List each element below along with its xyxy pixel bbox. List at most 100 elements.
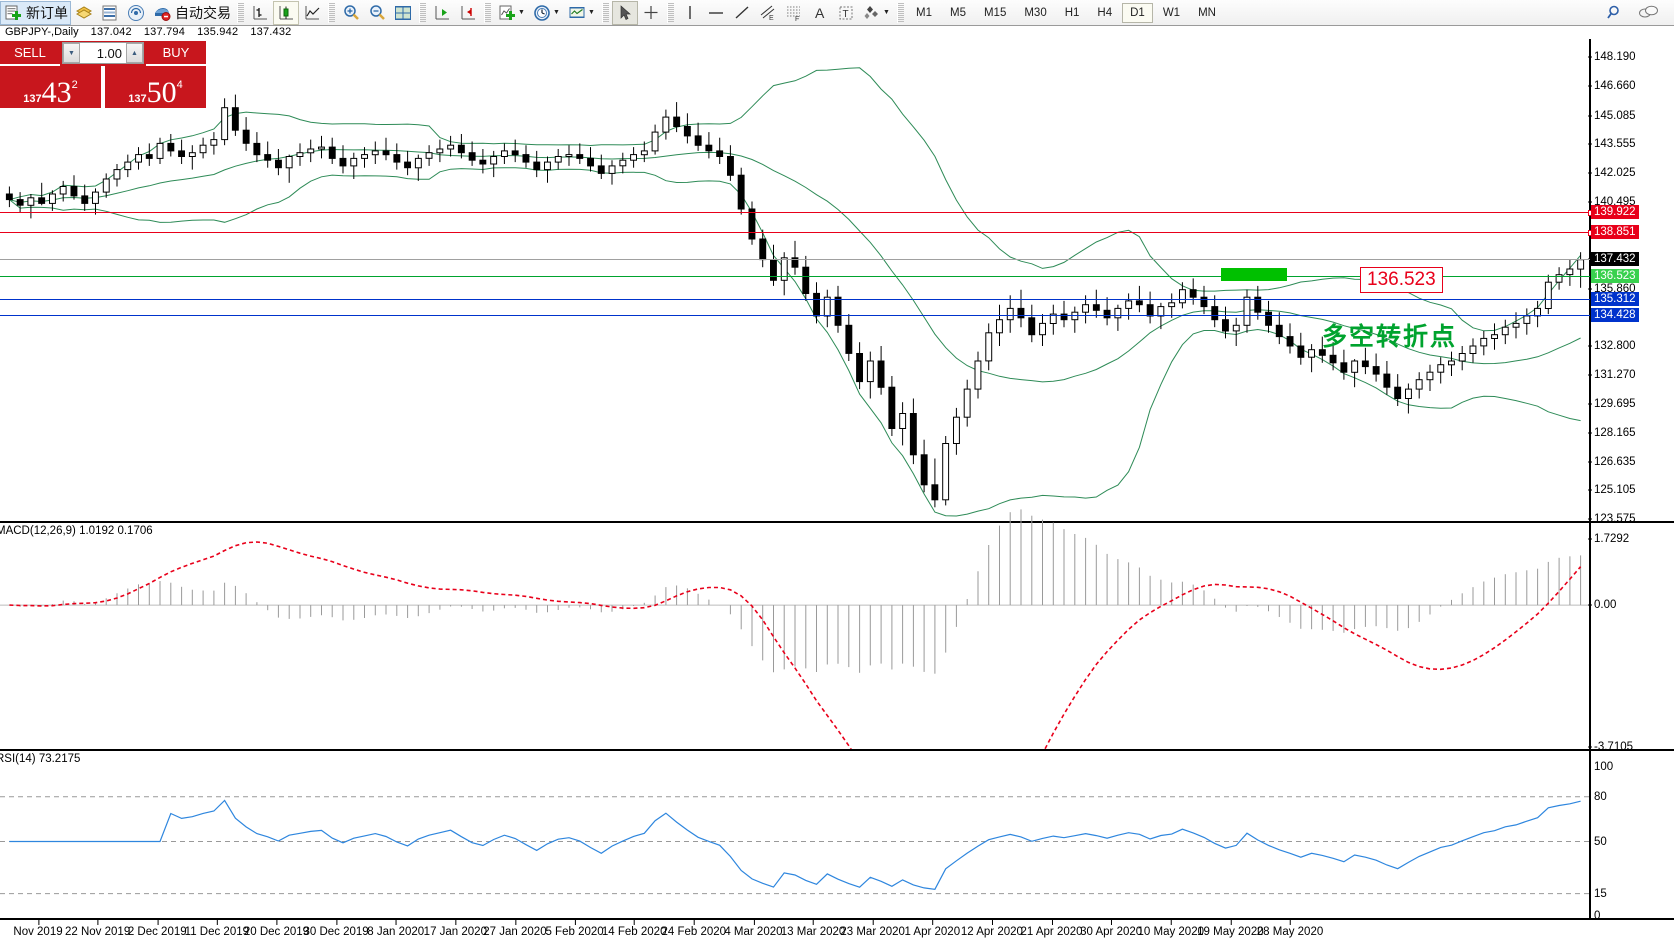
signals-icon [126, 3, 146, 23]
volume-increase-button[interactable]: ▲ [126, 43, 143, 63]
toolbar-separator [237, 2, 244, 23]
volume-stepper[interactable]: ▼ 1.00 ▲ [62, 42, 144, 64]
tile-windows-button[interactable] [390, 1, 416, 25]
symbol-header: GBPJPY-,Daily 137.042 137.794 135.942 13… [0, 26, 1674, 39]
equidistant-channel-tool[interactable]: E [755, 1, 781, 25]
price-scale[interactable]: 148.190 146.660 145.085 143.555 142.025 140.4… [1588, 39, 1674, 525]
trendline-tool[interactable] [729, 1, 755, 25]
macd-scale[interactable]: 1.7292 0.00 -3.7105 [1588, 523, 1674, 753]
hline-135.312[interactable] [0, 298, 1590, 300]
hline-138.851[interactable] [0, 230, 1594, 237]
price-label-136.523: 136.523 [1591, 269, 1639, 284]
periodicity-button[interactable]: ▼ [529, 1, 564, 25]
volume-decrease-button[interactable]: ▼ [63, 43, 80, 63]
market-watch-button[interactable] [97, 1, 123, 25]
timeframe-m30[interactable]: M30 [1024, 6, 1047, 19]
line-chart-button[interactable] [299, 1, 325, 25]
candlestick-chart-button[interactable] [273, 0, 299, 25]
chart-shift-button[interactable] [455, 1, 481, 25]
date-tick: 28 May 2020 [1257, 919, 1323, 938]
svg-text:E: E [769, 15, 774, 22]
zoom-out-button[interactable] [364, 1, 390, 25]
green-highlight-zone [1221, 268, 1287, 281]
price-tick: 140.495 [1588, 196, 1636, 208]
macd-label: MACD(12,26,9) 1.0192 0.1706 [0, 525, 153, 537]
timeframe-m15[interactable]: M15 [983, 6, 1007, 19]
toolbar-separator [897, 2, 904, 23]
date-tick: 4 Mar 2020 [724, 919, 783, 938]
new-order-label: 新订单 [26, 5, 68, 22]
bar-chart-button[interactable] [247, 1, 273, 25]
search-button[interactable] [1602, 1, 1628, 25]
price-tick: 142.025 [1588, 167, 1636, 179]
chart-area[interactable]: 148.190 146.660 145.085 143.555 142.025 140.4… [0, 39, 1674, 944]
text-label-tool[interactable]: T [833, 1, 859, 25]
date-tick: 24 Feb 2020 [662, 919, 726, 938]
rsi-scale[interactable]: 100 80 50 15 0 [1590, 751, 1674, 922]
new-order-button[interactable]: 新订单 [0, 0, 71, 25]
zoom-in-button[interactable] [338, 1, 364, 25]
rsi-pane[interactable]: RSI(14) 73.2175 100 80 50 15 0 [0, 751, 1674, 922]
timeframe-d1[interactable]: D1 [1122, 2, 1153, 23]
equidistant-channel-icon: E [758, 3, 778, 23]
hline-139.922[interactable] [0, 210, 1594, 217]
chevron-down-icon[interactable]: ▼ [883, 9, 890, 16]
chat-button[interactable] [1634, 1, 1660, 25]
hline-136.523[interactable] [0, 276, 1590, 278]
vertical-line-tool[interactable] [677, 1, 703, 25]
hline-137.432[interactable] [0, 259, 1590, 261]
pane-divider-1 [0, 521, 1674, 523]
chevron-down-icon[interactable]: ▼ [588, 9, 595, 16]
buy-price-display[interactable]: 137 50 4 [105, 66, 206, 108]
toolbar-separator [667, 2, 674, 23]
candlestick-chart-icon [276, 3, 296, 23]
chevron-down-icon[interactable]: ▼ [518, 9, 525, 16]
timeframe-mn[interactable]: MN [1198, 6, 1216, 19]
chevron-down-icon[interactable]: ▼ [553, 9, 560, 16]
horizontal-line-icon [706, 3, 726, 23]
templates-button[interactable]: ▼ [564, 1, 599, 25]
ohlc-open: 137.042 [90, 26, 132, 38]
price-label-135.312: 135.312 [1591, 291, 1639, 306]
pending-order-button[interactable] [71, 1, 97, 25]
signals-button[interactable] [123, 1, 149, 25]
zoom-in-icon [341, 3, 361, 23]
macd-pane[interactable]: MACD(12,26,9) 1.0192 0.1706 1.7292 0.00 -3… [0, 509, 1674, 891]
auto-scroll-button[interactable] [429, 1, 455, 25]
cursor-icon [615, 3, 635, 23]
arrows-tool[interactable]: ▼ [859, 1, 894, 25]
timeframe-w1[interactable]: W1 [1162, 6, 1181, 19]
date-tick: 19 May 2020 [1197, 919, 1264, 938]
price-tick: 135.860 [1588, 283, 1636, 295]
one-click-trading-panel[interactable]: SELL ▼ 1.00 ▲ BUY 137 43 2 137 50 4 [0, 41, 206, 108]
buy-button[interactable]: BUY [146, 41, 206, 66]
text-tool[interactable]: A [807, 1, 833, 25]
sell-price-prefix: 137 [23, 93, 42, 105]
date-tick: 30 Dec 2019 [303, 919, 369, 938]
fibonacci-tool[interactable]: F [781, 1, 807, 25]
price-tag-136523[interactable]: 136.523 [1360, 267, 1443, 293]
rsi-plot [0, 796, 1590, 895]
sell-price-display[interactable]: 137 43 2 [0, 66, 101, 108]
cursor-tool[interactable] [612, 0, 638, 25]
indicators-button[interactable]: ▼ [494, 1, 529, 25]
horizontal-line-tool[interactable] [703, 1, 729, 25]
timeframe-h4[interactable]: H4 [1097, 6, 1113, 19]
sell-button[interactable]: SELL [0, 41, 60, 66]
hline-134.428[interactable] [0, 315, 1590, 317]
svg-text:F: F [795, 16, 799, 23]
date-scale[interactable]: Nov 2019 22 Nov 2019 2 Dec 2019 11 Dec 2019… [0, 918, 1674, 944]
autotrading-button[interactable]: 自动交易 [149, 1, 234, 25]
crosshair-tool[interactable] [638, 1, 664, 25]
chinese-annotation: 多空转折点 [1322, 322, 1458, 351]
sell-price-fraction: 2 [71, 79, 78, 91]
timeframe-m5[interactable]: M5 [949, 6, 966, 19]
toolbar-separator [484, 2, 491, 23]
timeframe-m1[interactable]: M1 [916, 6, 932, 19]
timeframe-h1[interactable]: H1 [1064, 6, 1080, 19]
date-tick: 10 May 2020 [1138, 919, 1204, 938]
search-icon [1605, 3, 1625, 23]
volume-value[interactable]: 1.00 [96, 45, 122, 61]
vertical-line-icon [680, 3, 700, 23]
